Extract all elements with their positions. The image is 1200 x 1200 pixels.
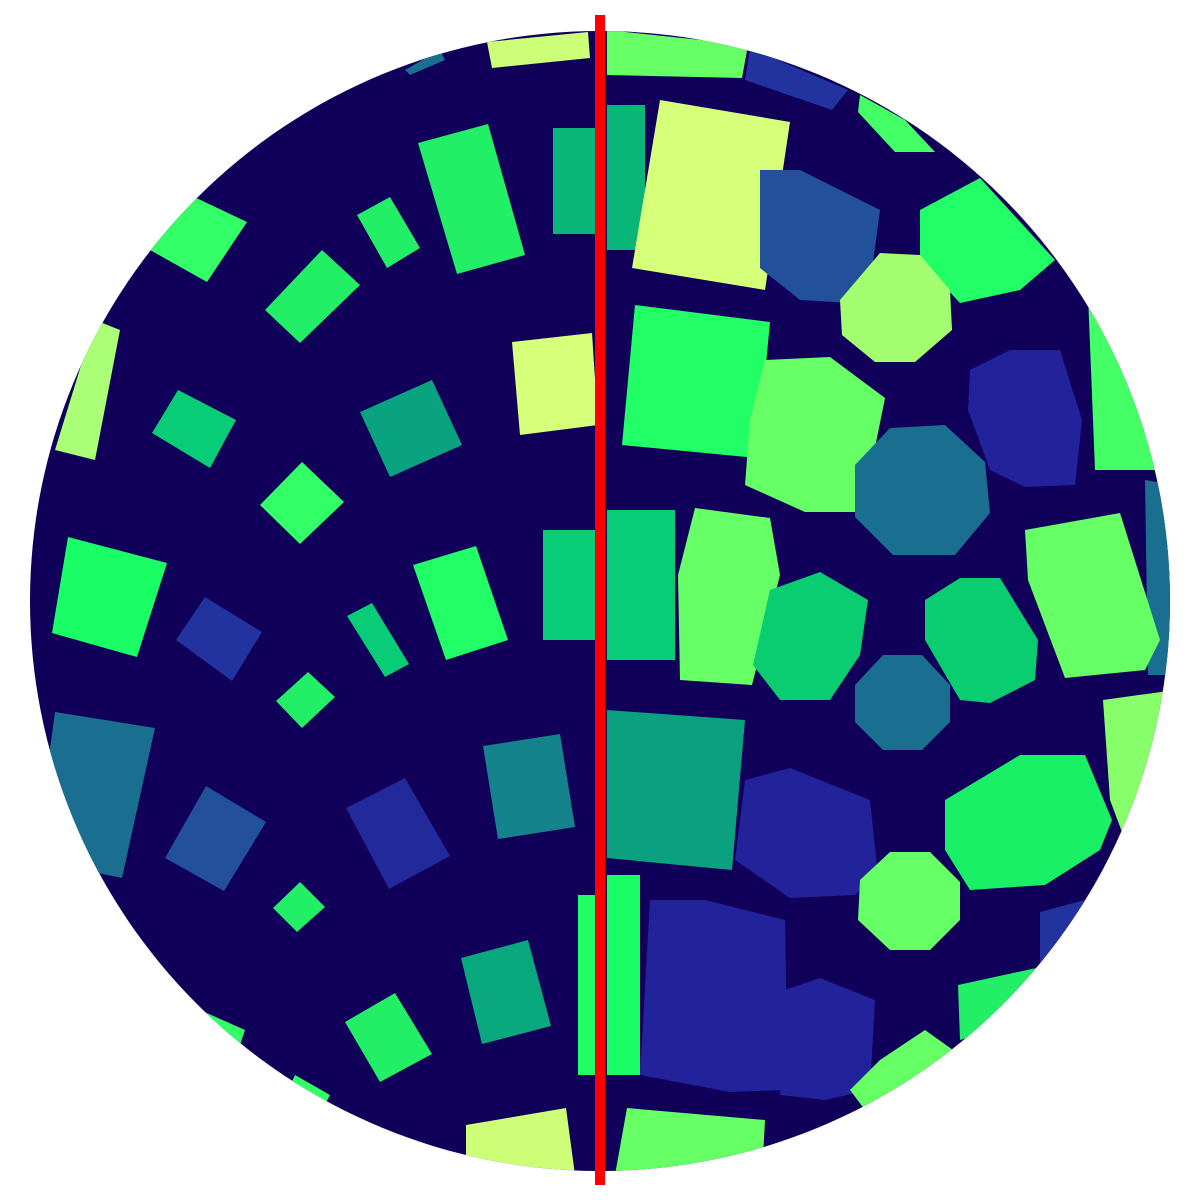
shape	[553, 128, 598, 234]
shape	[357, 197, 420, 268]
shape	[152, 390, 236, 468]
shape	[55, 320, 120, 460]
shape	[405, 50, 445, 75]
shape	[855, 655, 950, 750]
shape	[840, 253, 952, 362]
shape	[678, 508, 780, 685]
shape	[360, 380, 462, 477]
shape	[735, 768, 878, 898]
shape	[745, 357, 885, 512]
shape	[753, 572, 868, 700]
shape	[461, 940, 551, 1044]
shape	[920, 178, 1055, 303]
shape	[418, 124, 525, 274]
shape	[487, 32, 590, 68]
shape	[1088, 295, 1170, 470]
shape	[466, 1108, 575, 1171]
shape	[276, 672, 335, 728]
shape	[1025, 513, 1160, 678]
shape	[1040, 900, 1085, 965]
shape	[607, 510, 675, 660]
shape	[413, 546, 508, 660]
shape	[858, 95, 935, 152]
shape	[780, 978, 875, 1100]
shape	[622, 305, 770, 458]
shape	[640, 900, 788, 1092]
shape	[607, 710, 745, 870]
shape	[945, 755, 1112, 890]
shape	[855, 425, 990, 555]
shape	[345, 993, 432, 1082]
shape	[745, 48, 848, 110]
shape	[165, 786, 266, 891]
shape	[176, 597, 262, 681]
shape	[760, 170, 880, 303]
shape	[273, 882, 325, 932]
shape	[607, 875, 640, 1075]
shape	[483, 734, 575, 839]
shape	[632, 100, 790, 290]
shape	[968, 350, 1082, 487]
shape	[346, 778, 450, 889]
shape	[260, 462, 344, 544]
shape	[925, 578, 1038, 703]
shape	[52, 537, 167, 657]
shape	[265, 250, 360, 343]
shape	[615, 1108, 765, 1171]
shape	[543, 530, 598, 640]
shape	[607, 105, 645, 250]
shape	[347, 603, 409, 677]
shape	[578, 895, 598, 1075]
shape	[858, 852, 960, 950]
shape	[512, 333, 598, 435]
